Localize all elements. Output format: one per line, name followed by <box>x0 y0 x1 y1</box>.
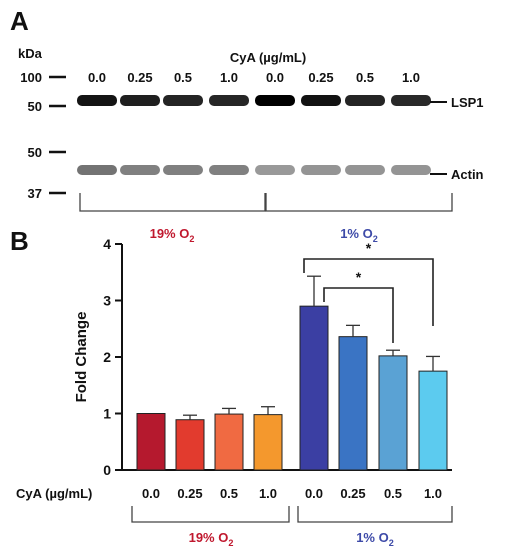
actin-band <box>77 165 117 175</box>
actin-band <box>345 165 385 175</box>
y-tick-label: 2 <box>103 349 111 365</box>
bar <box>378 355 408 471</box>
lsp1-band <box>255 95 295 106</box>
blot-dose-label: 0.0 <box>88 70 106 85</box>
x-tick-label: 0.25 <box>340 486 365 501</box>
x-tick-label: 0.0 <box>305 486 323 501</box>
molecular-weight-markers: 100 50 50 37 <box>20 70 66 201</box>
x-tick-label: 1.0 <box>259 486 277 501</box>
lsp1-band <box>163 95 203 106</box>
band-label: LSP1 <box>451 95 484 110</box>
bar <box>338 336 368 471</box>
y-tick-label: 1 <box>103 406 111 422</box>
blot-dose-labels: 0.0 0.25 0.5 1.0 0.0 0.25 0.5 1.0 <box>88 70 420 85</box>
chart-group-label: 1% O2 <box>356 530 394 548</box>
bar <box>214 413 244 471</box>
actin-band <box>301 165 341 175</box>
significance-star: * <box>356 269 362 285</box>
blot-dose-label: 0.25 <box>127 70 152 85</box>
blot-dose-label: 1.0 <box>402 70 420 85</box>
x-tick-label: 0.25 <box>177 486 202 501</box>
blot-dose-label: 0.0 <box>266 70 284 85</box>
bar <box>299 305 329 471</box>
cya-header: CyA (µg/mL) <box>230 50 306 65</box>
blot-dose-label: 1.0 <box>220 70 238 85</box>
marker-label: 50 <box>28 145 42 160</box>
x-axis-prefix-label: CyA (µg/mL) <box>16 486 92 501</box>
y-tick-label: 4 <box>103 236 111 252</box>
actin-band <box>209 165 249 175</box>
lsp1-band <box>301 95 341 106</box>
chart-bracket-normoxia <box>131 506 290 523</box>
actin-band <box>391 165 431 175</box>
lsp1-band <box>209 95 249 106</box>
y-tick-label: 0 <box>103 462 111 478</box>
actin-band <box>255 165 295 175</box>
marker-label: 37 <box>28 186 42 201</box>
y-tick-label: 3 <box>103 293 111 309</box>
x-tick-label: 0.5 <box>220 486 238 501</box>
western-blot-bands <box>77 95 431 175</box>
marker-label: 100 <box>20 70 42 85</box>
kda-label: kDa <box>18 46 43 61</box>
blot-bracket-normoxia <box>79 193 266 212</box>
x-tick-label: 0.0 <box>142 486 160 501</box>
bar-chart: 0 1 2 3 4 Fold Change 0.0 0.25 0.5 1.0 0.0 0.25 0.5 1… <box>16 236 453 548</box>
significance-bracket <box>323 287 394 343</box>
significance-bracket <box>303 258 434 326</box>
bar <box>136 413 166 471</box>
bar <box>253 414 283 471</box>
panel-b-label: B <box>10 226 29 256</box>
chart-bracket-hypoxia <box>297 506 453 523</box>
band-label: Actin <box>451 167 484 182</box>
significance-star: * <box>366 240 372 256</box>
panel-a-label: A <box>10 6 29 36</box>
actin-band <box>163 165 203 175</box>
blot-group-brackets: 19% O2 1% O2 <box>79 193 453 244</box>
chart-group-label: 19% O2 <box>189 530 234 548</box>
band-labels: LSP1 Actin <box>430 95 484 182</box>
x-tick-label: 0.5 <box>384 486 402 501</box>
blot-dose-label: 0.5 <box>174 70 192 85</box>
bar <box>418 370 448 471</box>
blot-dose-label: 0.5 <box>356 70 374 85</box>
blot-dose-label: 0.25 <box>308 70 333 85</box>
bar <box>175 419 205 471</box>
x-tick-label: 1.0 <box>424 486 442 501</box>
actin-band <box>120 165 160 175</box>
lsp1-band <box>120 95 160 106</box>
lsp1-band <box>391 95 431 106</box>
blot-group-label: 19% O2 <box>150 226 195 244</box>
y-axis-label: Fold Change <box>73 312 90 403</box>
marker-label: 50 <box>28 99 42 114</box>
blot-bracket-hypoxia <box>265 193 453 212</box>
blot-group-label: 1% O2 <box>340 226 378 244</box>
lsp1-band <box>345 95 385 106</box>
lsp1-band <box>77 95 117 106</box>
